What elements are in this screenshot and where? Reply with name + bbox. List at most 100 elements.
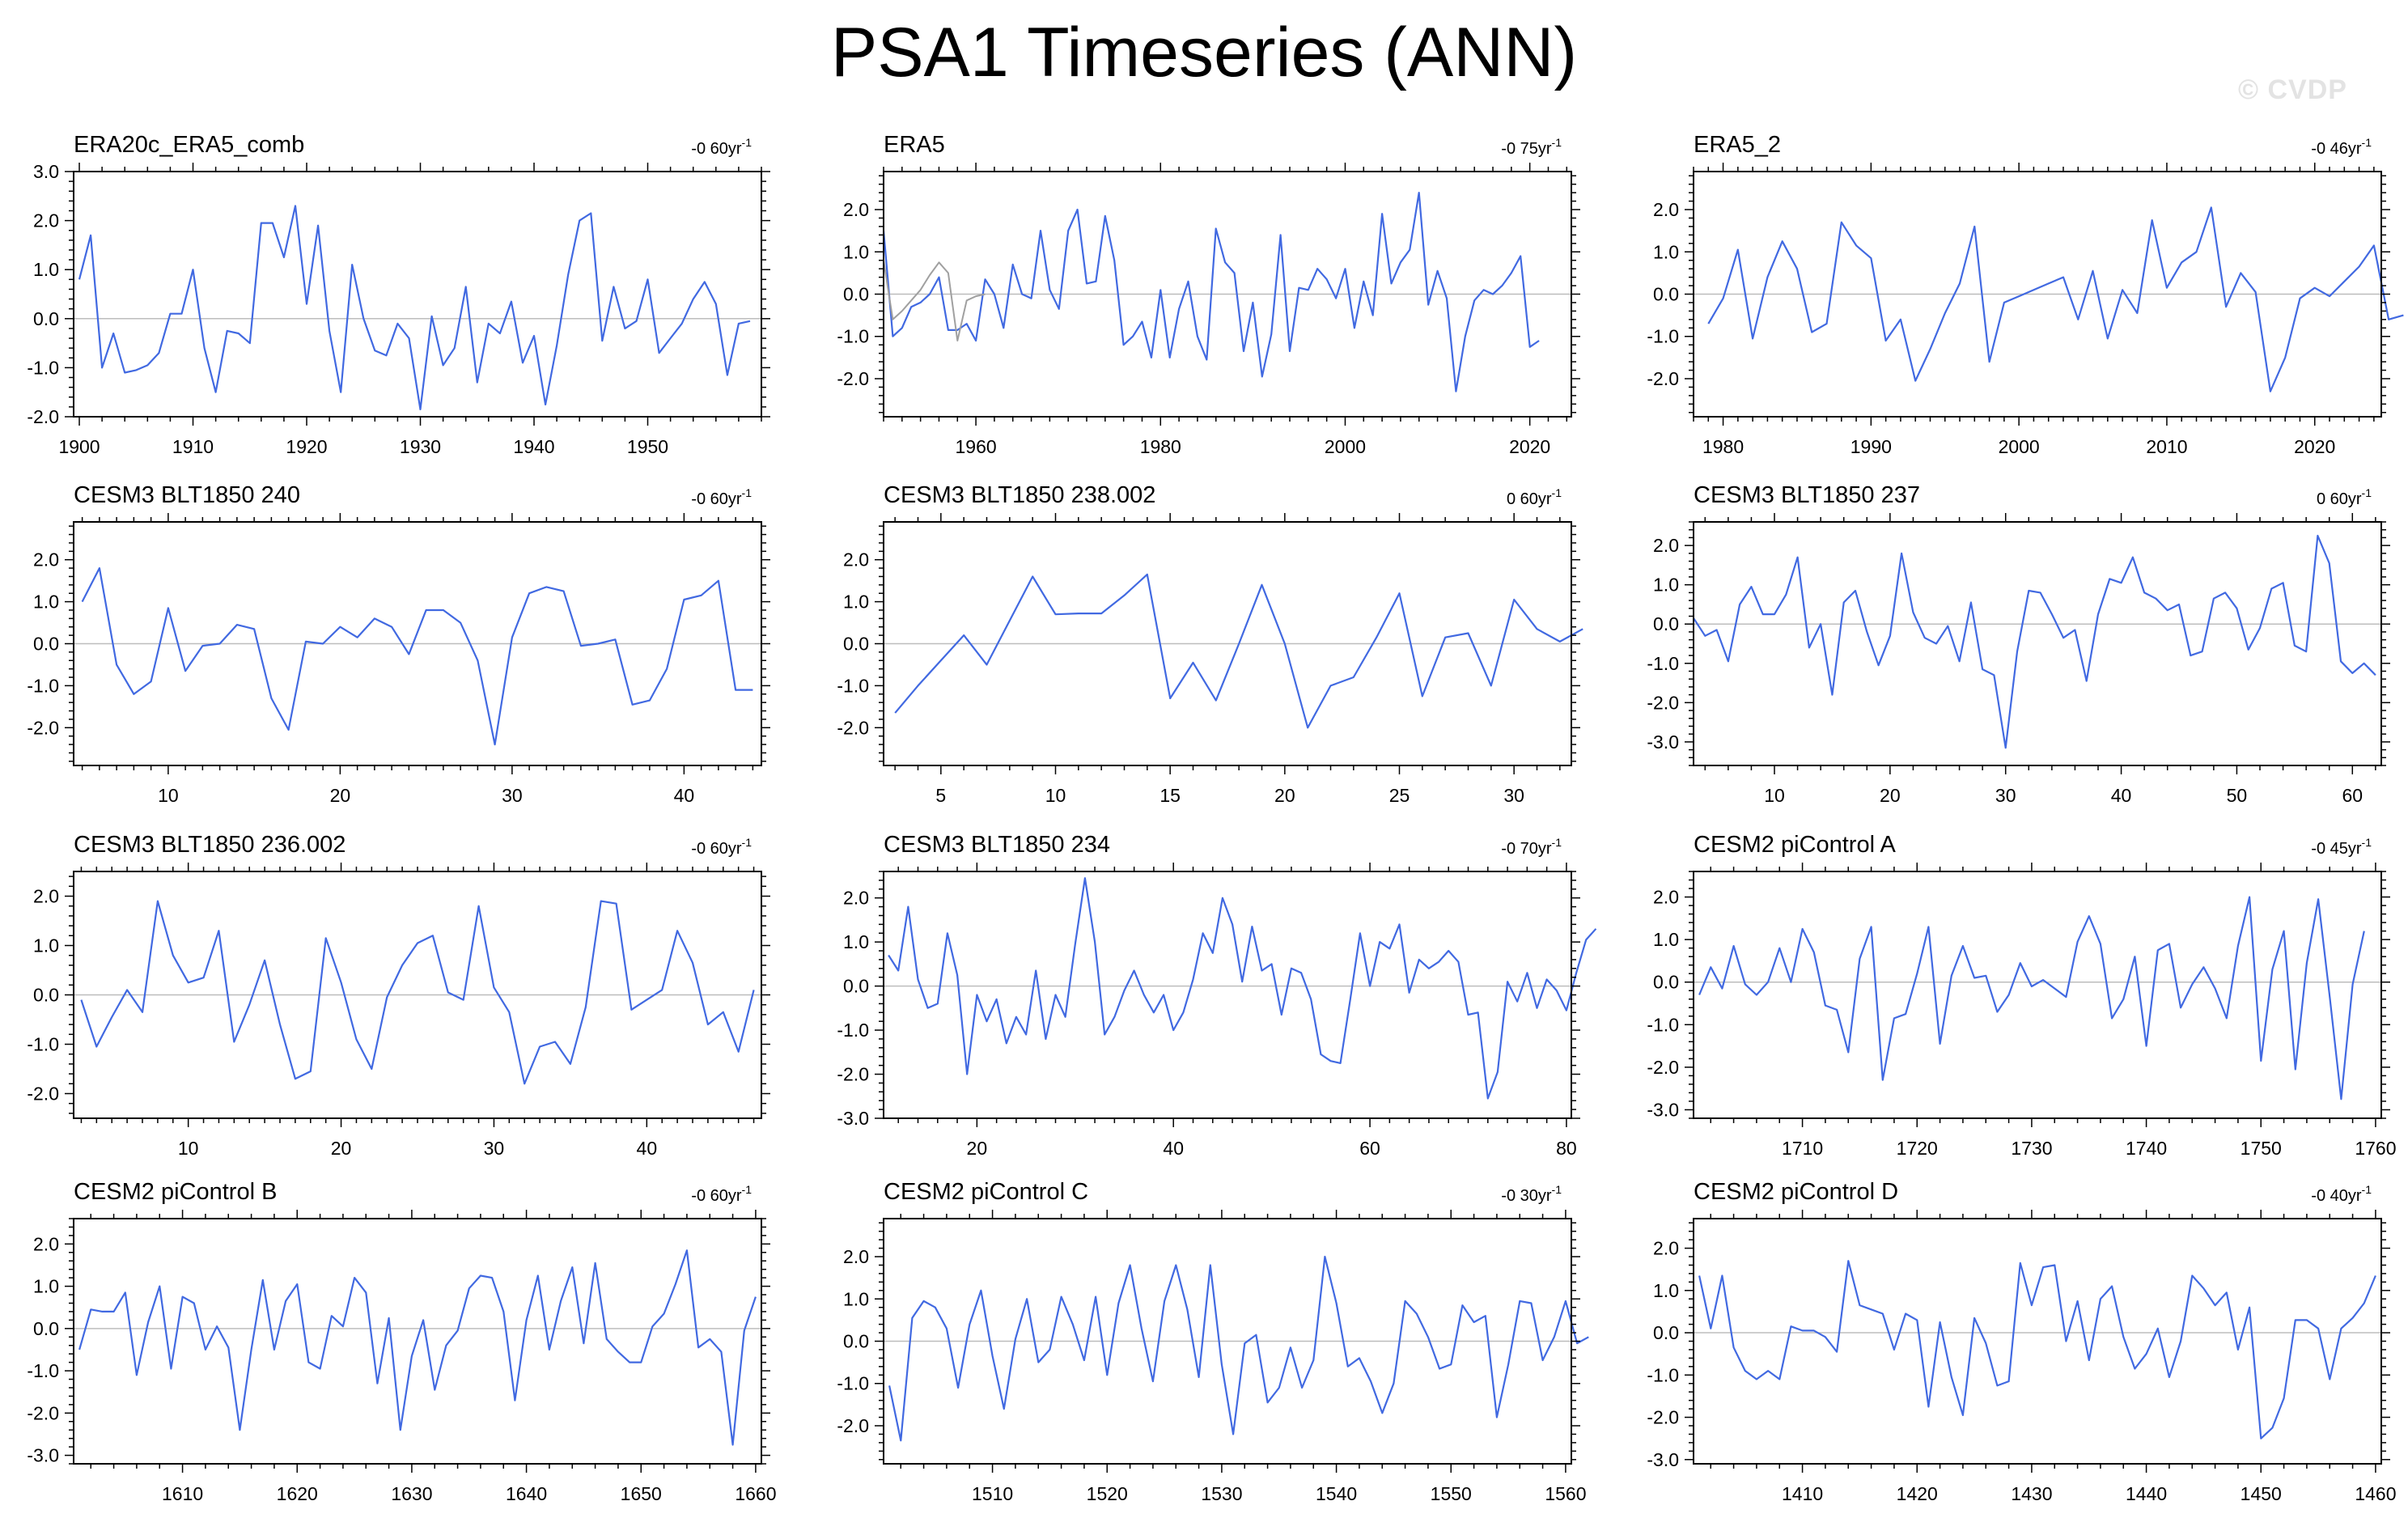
trend-exponent: -1 xyxy=(1552,1183,1562,1196)
y-tick-label: 0.0 xyxy=(1653,972,1679,993)
x-tick-label: 1550 xyxy=(1431,1483,1472,1504)
panel-9: CESM2 piControl A -0 45yr-1 -3.0 -2.0 -1.0 0.… xyxy=(1647,832,2396,1159)
series-line xyxy=(78,205,751,410)
x-tick-label: 1650 xyxy=(621,1483,662,1504)
x-tick-label: 1460 xyxy=(2355,1483,2396,1504)
trend-value: -0 46yr xyxy=(2311,140,2362,158)
panel-title: ERA20c_ERA5_comb xyxy=(74,132,304,158)
series-line xyxy=(1693,534,2376,749)
x-tick-label: 10 xyxy=(158,785,179,806)
y-tick-label: -1.0 xyxy=(27,357,59,378)
x-tick-label: 40 xyxy=(674,785,695,806)
x-tick-label: 60 xyxy=(1359,1138,1380,1159)
y-tick-label: -3.0 xyxy=(27,1445,59,1466)
panel-title: CESM2 piControl B xyxy=(74,1179,277,1205)
x-tick-label: 1940 xyxy=(513,436,554,457)
y-tick-label: -1.0 xyxy=(837,326,869,347)
trend-value: -0 60yr xyxy=(691,840,742,858)
trend-label: -0 46yr-1 xyxy=(2311,136,2372,158)
panel-title: ERA5_2 xyxy=(1694,132,1781,158)
x-tick-label: 40 xyxy=(637,1138,658,1159)
x-tick-label: 1760 xyxy=(2355,1138,2396,1159)
x-tick-label: 2010 xyxy=(2146,436,2187,457)
y-tick-label: 0.0 xyxy=(843,634,869,655)
x-tick-label: 10 xyxy=(178,1138,199,1159)
x-tick-label: 80 xyxy=(1556,1138,1577,1159)
x-tick-label: 2000 xyxy=(1325,436,1366,457)
trend-label: -0 60yr-1 xyxy=(691,1183,752,1205)
y-tick-label: 0.0 xyxy=(1653,284,1679,305)
y-tick-label: 0.0 xyxy=(33,634,59,655)
y-tick-label: 1.0 xyxy=(1653,929,1679,950)
y-tick-label: 1.0 xyxy=(1653,241,1679,262)
x-tick-label: 1960 xyxy=(956,436,997,457)
y-tick-label: -1.0 xyxy=(27,675,59,696)
y-tick-label: 1.0 xyxy=(33,1276,59,1297)
x-tick-label: 10 xyxy=(1764,785,1785,806)
y-tick-label: -2.0 xyxy=(1647,368,1679,389)
x-tick-label: 40 xyxy=(1163,1138,1184,1159)
series-line xyxy=(81,566,753,746)
series-line xyxy=(888,1255,1589,1442)
trend-value: -0 60yr xyxy=(691,140,742,158)
x-tick-label: 1420 xyxy=(1897,1483,1938,1504)
y-tick-label: -2.0 xyxy=(27,1402,59,1423)
x-tick-label: 1630 xyxy=(391,1483,432,1504)
trend-label: 0 60yr-1 xyxy=(2317,486,2372,508)
panel-title: CESM3 BLT1850 234 xyxy=(884,832,1110,858)
y-tick-label: -1.0 xyxy=(1647,326,1679,347)
trend-value: 0 60yr xyxy=(1507,490,1552,508)
plot-frame xyxy=(883,871,1572,1119)
y-tick-label: 2.0 xyxy=(33,210,59,231)
x-tick-label: 1980 xyxy=(1702,436,1744,457)
y-tick-label: 1.0 xyxy=(843,1288,869,1309)
series-line xyxy=(894,573,1583,729)
page-title: PSA1 Timeseries (ANN) xyxy=(830,14,1578,91)
x-tick-label: 1610 xyxy=(162,1483,203,1504)
panel-10: CESM2 piControl B -0 60yr-1 -3.0 -2.0 -1.0 0.… xyxy=(27,1179,776,1504)
panel-title: ERA5 xyxy=(884,132,945,158)
x-tick-label: 1710 xyxy=(1782,1138,1823,1159)
plot-frame xyxy=(73,1218,762,1465)
x-tick-label: 1440 xyxy=(2126,1483,2167,1504)
x-tick-label: 30 xyxy=(1995,785,2016,806)
y-tick-label: 1.0 xyxy=(33,259,59,280)
y-tick-label: -1.0 xyxy=(27,1034,59,1055)
x-tick-label: 1640 xyxy=(506,1483,547,1504)
trend-label: -0 60yr-1 xyxy=(691,486,752,508)
series-line xyxy=(882,192,1540,392)
trend-label: -0 60yr-1 xyxy=(691,836,752,858)
y-tick-label: 0.0 xyxy=(843,284,869,305)
y-tick-label: -2.0 xyxy=(27,406,59,427)
series-line xyxy=(80,900,755,1085)
y-tick-label: 0.0 xyxy=(843,976,869,997)
y-tick-label: -2.0 xyxy=(27,1083,59,1105)
x-tick-label: 50 xyxy=(2227,785,2248,806)
y-tick-label: -2.0 xyxy=(1647,1407,1679,1428)
trend-exponent: -1 xyxy=(2362,486,2372,499)
trend-label: -0 60yr-1 xyxy=(691,136,752,158)
x-tick-label: 30 xyxy=(502,785,523,806)
trend-label: 0 60yr-1 xyxy=(1507,486,1562,508)
x-tick-label: 1660 xyxy=(735,1483,776,1504)
y-tick-label: 2.0 xyxy=(843,888,869,909)
x-tick-label: 1730 xyxy=(2011,1138,2052,1159)
x-tick-label: 20 xyxy=(1880,785,1901,806)
panel-8: CESM3 BLT1850 234 -0 70yr-1 -3.0 -2.0 -1.0 0.… xyxy=(837,832,1597,1159)
trend-exponent: -1 xyxy=(742,486,752,499)
y-tick-label: 1.0 xyxy=(1653,1280,1679,1301)
y-tick-label: 2.0 xyxy=(843,549,869,570)
panel-title: CESM3 BLT1850 236.002 xyxy=(74,832,346,858)
panel-11: CESM2 piControl C -0 30yr-1 -2.0 -1.0 0.0 1.0… xyxy=(837,1179,1589,1504)
x-tick-label: 1900 xyxy=(58,436,100,457)
y-tick-label: -2.0 xyxy=(1647,1057,1679,1078)
y-tick-label: -3.0 xyxy=(1647,731,1679,753)
y-tick-label: -2.0 xyxy=(837,717,869,738)
x-tick-label: 1990 xyxy=(1851,436,1892,457)
x-tick-label: 5 xyxy=(935,785,946,806)
y-tick-label: -1.0 xyxy=(1647,1364,1679,1385)
panel-4: CESM3 BLT1850 240 -0 60yr-1 -2.0 -1.0 0.0 1.0… xyxy=(27,482,770,806)
y-tick-label: -2.0 xyxy=(1647,692,1679,713)
y-tick-label: 2.0 xyxy=(843,199,869,220)
trend-value: -0 45yr xyxy=(2311,840,2362,858)
